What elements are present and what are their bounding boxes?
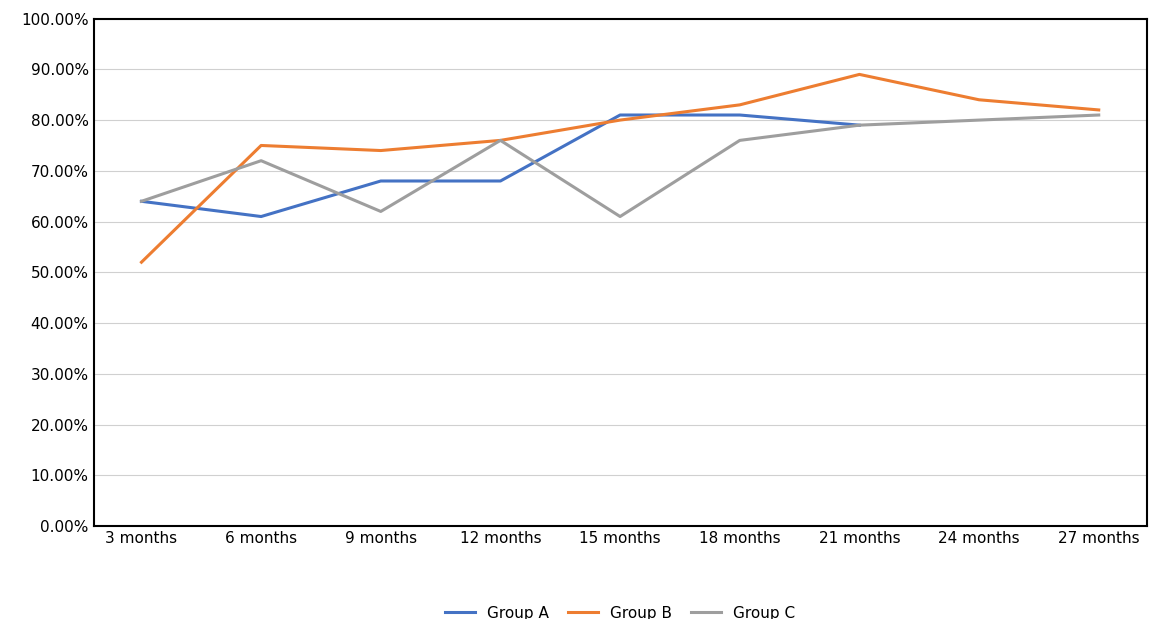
Group C	[613, 213, 627, 220]
Group A	[494, 177, 508, 184]
Group A	[853, 121, 867, 129]
Line: Group B: Group B	[142, 74, 1099, 262]
Line: Group C: Group C	[142, 115, 1099, 217]
Group B	[494, 137, 508, 144]
Group A	[373, 177, 387, 184]
Group B	[135, 259, 149, 266]
Legend: Group A, Group B, Group C: Group A, Group B, Group C	[439, 600, 801, 619]
Group B	[1092, 106, 1106, 114]
Group C	[135, 197, 149, 205]
Group C	[853, 121, 867, 129]
Group C	[972, 116, 986, 124]
Group A	[135, 197, 149, 205]
Line: Group A: Group A	[142, 115, 860, 217]
Group A	[254, 213, 268, 220]
Group A	[613, 111, 627, 119]
Group C	[1092, 111, 1106, 119]
Group C	[373, 208, 387, 215]
Group B	[853, 71, 867, 78]
Group B	[373, 147, 387, 154]
Group B	[613, 116, 627, 124]
Group B	[254, 142, 268, 149]
Group B	[972, 96, 986, 103]
Group C	[254, 157, 268, 165]
Group C	[732, 137, 746, 144]
Group B	[732, 101, 746, 108]
Group C	[494, 137, 508, 144]
Group A	[732, 111, 746, 119]
